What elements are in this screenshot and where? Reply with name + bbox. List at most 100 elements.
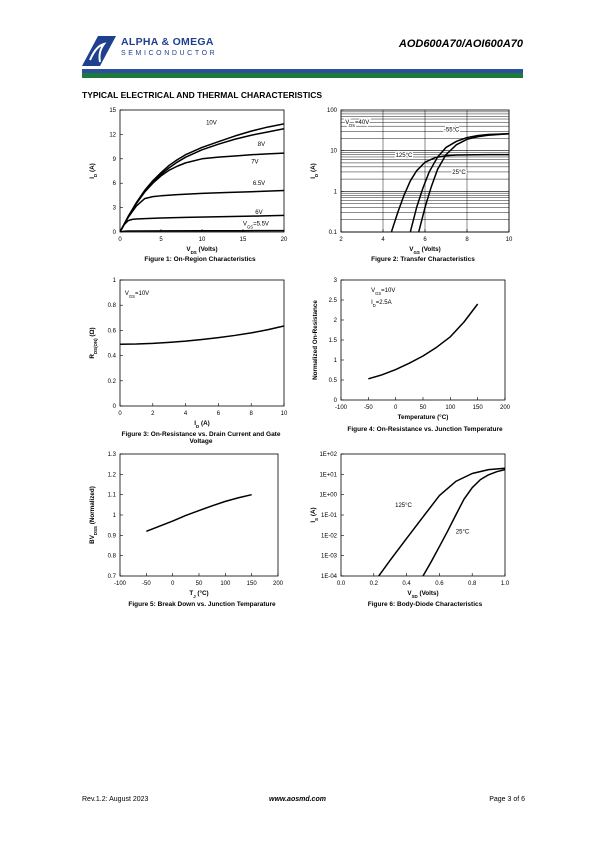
x-tick-label: 0.0 <box>337 581 346 587</box>
y-axis-title: IS (A) <box>310 507 319 522</box>
plot-frame <box>119 279 285 407</box>
y-tick-label: 2 <box>334 318 338 324</box>
y-tick-label: 10 <box>330 149 337 155</box>
series-label: 25°C <box>452 170 466 176</box>
series-line-3 <box>120 189 284 232</box>
x-axis-title: VGS (Volts) <box>409 246 440 255</box>
series-label: 6.5V <box>253 181 265 187</box>
x-axis-title: Temperature (°C) <box>398 413 449 421</box>
y-tick-label: 0 <box>334 398 338 404</box>
x-tick-label: -50 <box>142 581 151 587</box>
y-tick-label: 1.5 <box>329 338 338 344</box>
x-tick-label: 100 <box>445 405 456 411</box>
x-axis-title: ID (A) <box>194 420 209 429</box>
y-tick-label: 1E-04 <box>321 574 338 580</box>
x-tick-label: -100 <box>114 581 127 587</box>
x-tick-label: 150 <box>247 581 258 587</box>
series-label: VGS=10V <box>371 288 395 296</box>
y-axis-title: ID (A) <box>89 163 98 178</box>
series-label: 25°C <box>456 530 470 536</box>
footer-page: Page 3 of 6 <box>489 796 525 803</box>
x-tick-label: 6 <box>423 237 427 243</box>
chart-breakdown-vs-temp: -100 -50 0 50 100 150 200 0.7 0.8 0.9 1 1.1 1.2 1.3 TJ… <box>89 452 284 599</box>
x-tick-label: 8 <box>465 237 469 243</box>
x-tick-label: -50 <box>364 405 373 411</box>
chart-body-diode: 0.0 0.2 0.4 0.6 0.8 1.0 1E-04 1E-03 1E-02 1E-01 1E… <box>310 452 510 599</box>
y-tick-label: 12 <box>109 132 116 138</box>
series-label: 10V <box>206 121 217 127</box>
y-tick-label: 1E+01 <box>319 472 337 478</box>
y-tick-label: 0.8 <box>108 303 117 309</box>
x-tick-label: 20 <box>281 237 288 243</box>
x-tick-label: 200 <box>273 581 284 587</box>
y-tick-label: 2.5 <box>329 298 338 304</box>
y-tick-label: 0 <box>113 404 117 410</box>
x-tick-label: 50 <box>420 405 427 411</box>
y-tick-label: 1 <box>334 189 338 195</box>
series-label: VGS=10V <box>125 291 149 299</box>
y-tick-label: 0.2 <box>108 379 117 385</box>
y-tick-label: 0.1 <box>329 230 338 236</box>
y-tick-label: 1E-02 <box>321 533 338 539</box>
x-tick-label: -100 <box>335 405 348 411</box>
y-tick-label: 3 <box>334 278 338 284</box>
y-tick-label: 0 <box>113 230 117 236</box>
series-line-0 <box>368 303 479 380</box>
y-tick-label: 1.2 <box>108 472 117 478</box>
x-tick-label: 8 <box>250 411 254 417</box>
series-label: 6V <box>255 210 262 216</box>
brand-subtitle: SEMICONDUCTOR <box>121 50 218 57</box>
y-axis-title: BVDSS (Normalized) <box>89 486 98 544</box>
y-tick-label: 1 <box>113 278 117 284</box>
x-tick-label: 10 <box>199 237 206 243</box>
series-line-4 <box>120 214 284 232</box>
series-line-0 <box>378 467 505 576</box>
plot-frame <box>119 453 279 577</box>
x-tick-label: 0.6 <box>435 581 444 587</box>
series-label: 7V <box>251 160 258 166</box>
header-blue-bar <box>82 69 523 73</box>
series-label: VGS=5.5V <box>243 221 269 229</box>
caption-fig5: Figure 5: Break Down vs. Junction Tempar… <box>128 601 276 608</box>
x-tick-label: 0.8 <box>468 581 477 587</box>
footer-revision: Rev.1.2: August 2023 <box>82 796 149 803</box>
series-label: 125°C <box>395 503 412 509</box>
x-axis-title: VDS (Volts) <box>186 246 217 255</box>
y-tick-label: 0.7 <box>108 574 117 580</box>
caption-fig2: Figure 2: Transfer Characteristics <box>371 256 475 263</box>
x-axis-title: VSD (Volts) <box>407 590 438 599</box>
caption-fig4: Figure 4: On-Resistance vs. Junction Tem… <box>347 426 503 433</box>
y-tick-label: 1E+02 <box>319 452 337 458</box>
footer-website[interactable]: www.aosmd.com <box>269 796 326 803</box>
x-tick-label: 0 <box>118 237 122 243</box>
y-tick-label: 1E-03 <box>321 554 338 560</box>
brand-name: ALPHA & OMEGA <box>121 36 214 48</box>
series-line-2 <box>417 133 509 232</box>
series-label: 8V <box>258 142 265 148</box>
series-line-0 <box>390 153 509 232</box>
caption-fig3: Figure 3: On-Resistance vs. Drain Curren… <box>121 431 281 445</box>
chart-on-region: 0 5 10 15 20 0 3 6 9 12 15 VDS (Volts) ID (A) 10V 8V 7V… <box>89 108 288 255</box>
y-tick-label: 100 <box>327 108 338 114</box>
x-tick-label: 2 <box>151 411 155 417</box>
y-tick-label: 1.3 <box>108 452 117 458</box>
x-axis-title: TJ (°C) <box>189 589 208 599</box>
x-tick-label: 100 <box>220 581 231 587</box>
x-tick-label: 0 <box>394 405 398 411</box>
y-tick-label: 0.8 <box>108 554 117 560</box>
series-line-0 <box>146 493 252 532</box>
x-tick-label: 2 <box>339 237 343 243</box>
x-tick-label: 5 <box>159 237 163 243</box>
x-tick-label: 200 <box>500 405 511 411</box>
y-tick-label: 1 <box>113 513 117 519</box>
y-tick-label: 15 <box>109 108 116 114</box>
x-tick-label: 0 <box>118 411 122 417</box>
y-axis-title: RDS(ON) (Ω) <box>89 327 98 358</box>
y-tick-label: 1E-01 <box>321 513 338 519</box>
y-axis-title: ID (A) <box>310 163 319 178</box>
x-tick-label: 4 <box>381 237 385 243</box>
part-number: AOD600A70/AOI600A70 <box>398 38 523 50</box>
y-tick-label: 0.5 <box>329 378 338 384</box>
series-line-1 <box>409 133 509 232</box>
x-tick-label: 0.2 <box>370 581 379 587</box>
